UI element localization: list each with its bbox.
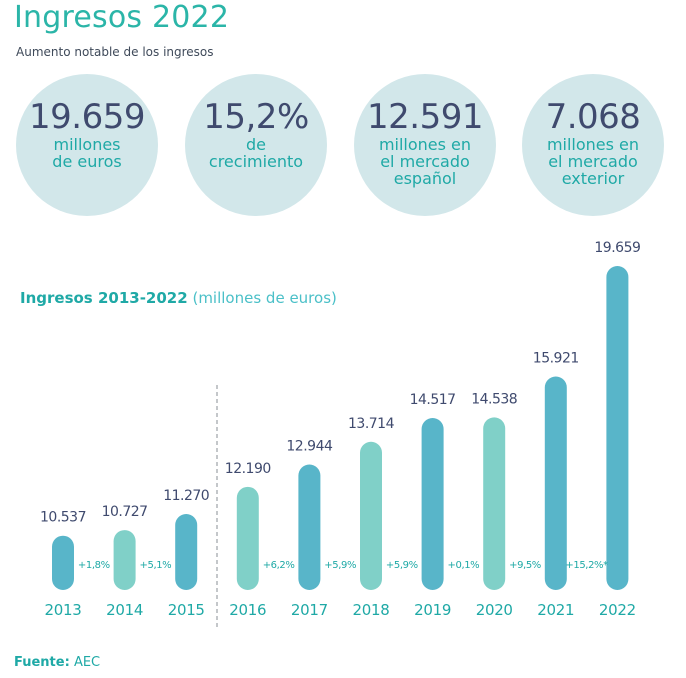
kpi-label: millones en el mercado exterior bbox=[546, 135, 640, 188]
bar-2016 bbox=[236, 486, 259, 590]
x-tick-2015: 2015 bbox=[168, 601, 205, 619]
kpi-label: millones de euros bbox=[52, 135, 122, 171]
value-label-2013: 10.537 bbox=[40, 510, 86, 526]
kpi-value: 15,2% bbox=[203, 97, 309, 137]
growth-label-2015: +5,1% bbox=[140, 560, 172, 571]
value-label-2016: 12.190 bbox=[225, 461, 271, 477]
chart-title-main: Ingresos 2013-2022 bbox=[20, 289, 188, 307]
value-label-2019: 14.517 bbox=[410, 392, 456, 408]
x-tick-2019: 2019 bbox=[414, 601, 451, 619]
bar-2019 bbox=[421, 418, 444, 590]
kpi-value: 12.591 bbox=[367, 97, 483, 137]
value-label-2015: 11.270 bbox=[163, 488, 209, 504]
value-label-2020: 14.538 bbox=[471, 391, 517, 407]
value-label-2018: 13.714 bbox=[348, 416, 395, 432]
value-label-2017: 12.944 bbox=[286, 439, 333, 455]
chart-title-unit: (millones de euros) bbox=[192, 289, 337, 307]
source-value: AEC bbox=[73, 655, 101, 670]
x-tick-2014: 2014 bbox=[106, 601, 143, 619]
x-tick-2022: 2022 bbox=[599, 601, 636, 619]
source-label: Fuente: bbox=[14, 655, 70, 670]
page-subtitle: Aumento notable de los ingresos bbox=[16, 45, 214, 59]
growth-label-2019: +5,9% bbox=[386, 560, 418, 571]
growth-label-2020: +0,1% bbox=[448, 560, 480, 571]
x-tick-2020: 2020 bbox=[476, 601, 513, 619]
value-label-2014: 10.727 bbox=[102, 504, 148, 520]
growth-label-2017: +6,2% bbox=[263, 560, 295, 571]
x-tick-2017: 2017 bbox=[291, 601, 328, 619]
growth-label-2021: +9,5% bbox=[509, 560, 541, 571]
growth-label-2018: +5,9% bbox=[324, 560, 356, 571]
kpi-value: 19.659 bbox=[29, 97, 145, 137]
kpi-circle-total-revenue: 19.659 millones de euros bbox=[16, 74, 158, 216]
revenue-bar-chart: 10.537 2013 10.727 2014 11.270 2015 12.190 2016… bbox=[40, 240, 641, 630]
x-tick-2016: 2016 bbox=[229, 601, 266, 619]
bar-2018 bbox=[360, 441, 382, 590]
bar-2017 bbox=[298, 464, 321, 590]
bar-2014 bbox=[113, 530, 136, 590]
value-label-2022: 19.659 bbox=[594, 240, 640, 256]
growth-label-2022: +15,2%* bbox=[565, 560, 608, 571]
value-label-2021: 15.921 bbox=[533, 351, 579, 367]
bar-2021 bbox=[544, 376, 567, 590]
x-tick-2013: 2013 bbox=[45, 601, 82, 619]
chart-title: Ingresos 2013-2022 (millones de euros) bbox=[20, 289, 337, 307]
kpi-value: 7.068 bbox=[545, 97, 641, 137]
kpi-label: millones en el mercado español bbox=[378, 135, 472, 188]
x-tick-2018: 2018 bbox=[353, 601, 390, 619]
bar-2020 bbox=[483, 417, 506, 590]
page-title: Ingresos 2022 bbox=[14, 0, 230, 35]
bar-2015 bbox=[175, 514, 198, 590]
kpi-circle-spanish-market: 12.591 millones en el mercado español bbox=[354, 74, 496, 216]
x-tick-2021: 2021 bbox=[537, 601, 574, 619]
source-note: Fuente: AEC bbox=[14, 655, 100, 670]
bar-2022 bbox=[606, 266, 629, 590]
growth-label-2014: +1,8% bbox=[78, 560, 110, 571]
kpi-circle-growth: 15,2% de crecimiento bbox=[185, 74, 327, 216]
bar-2013 bbox=[52, 535, 74, 590]
kpi-label: de crecimiento bbox=[208, 135, 304, 171]
kpi-circle-foreign-market: 7.068 millones en el mercado exterior bbox=[522, 74, 664, 216]
